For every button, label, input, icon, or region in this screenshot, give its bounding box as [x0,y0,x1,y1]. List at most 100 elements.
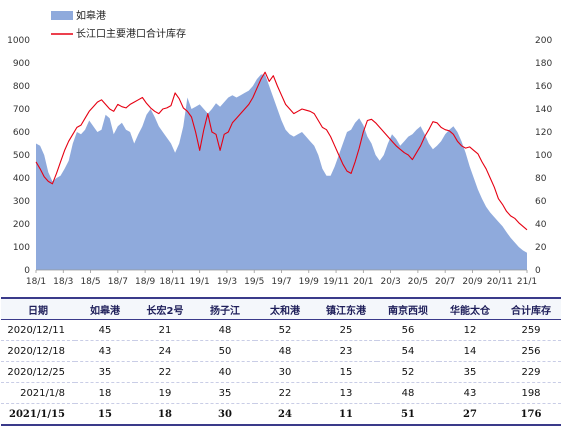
value-cell: 24 [255,403,315,426]
value-cell: 15 [75,403,135,426]
chart-legend: 如皋港 长江口主要港口合计库存 [51,9,186,40]
value-cell: 43 [75,340,135,362]
x-tick-label: 19/11 [323,277,349,287]
x-tick-label: 19/1 [190,277,210,287]
x-tick-label: 18/9 [135,277,155,287]
x-tick-label: 18/11 [159,277,185,287]
y-right-tick-label: 60 [535,197,547,207]
value-cell: 11 [315,403,377,426]
table-row: 2020/12/18 43 24 50 48 23 54 14 256 [1,340,561,362]
value-cell: 45 [75,319,135,341]
x-tick-label: 18/1 [26,277,46,287]
y-right-tick-label: 160 [535,82,552,92]
value-cell: 12 [439,319,501,341]
value-cell: 18 [75,382,135,404]
x-tick-label: 20/5 [408,277,428,287]
value-cell: 51 [377,403,439,426]
inventory-chart: 0 100 200 300 400 500 600 700 800 900 1000 0 20 40 60 8… [7,9,552,287]
value-cell: 35 [195,382,255,404]
x-tick-label: 20/3 [381,277,401,287]
y-left-tick-label: 900 [13,59,30,69]
table-body: 2020/12/11 45 21 48 52 25 56 12 259 2020/12/18 43 2… [1,319,561,426]
x-tick-label: 20/9 [462,277,482,287]
x-tick-label: 21/1 [517,277,537,287]
date-cell: 2020/12/18 [1,340,75,362]
header-cell: 南京西坝 [377,297,439,320]
value-cell: 259 [501,319,561,341]
value-cell: 27 [439,403,501,426]
value-cell: 22 [255,382,315,404]
inventory-line-layer [35,71,528,231]
value-cell: 13 [315,382,377,404]
value-cell: 50 [195,340,255,362]
header-cell: 镇江东港 [315,297,377,320]
y-left-tick-label: 700 [13,105,30,115]
y-right-tick-label: 180 [535,59,552,69]
y-left-tick-label: 400 [13,174,30,184]
y-left-tick-label: 500 [13,151,30,161]
value-cell: 56 [377,319,439,341]
header-cell: 太和港 [255,297,315,320]
chart-svg: 0 100 200 300 400 500 600 700 800 900 1000 0 20 40 60 8… [7,9,552,287]
y-left-tick-label: 300 [13,197,30,207]
chart-axes: 0 100 200 300 400 500 600 700 800 900 1000 0 20 40 60 8… [7,36,552,287]
value-cell: 54 [377,340,439,362]
legend-label-total: 长江口主要港口合计库存 [76,27,186,40]
y-right-tick-label: 0 [535,266,541,276]
y-left-tick-label: 0 [24,266,30,276]
legend-swatch-area [51,11,73,20]
value-cell: 19 [135,382,195,404]
table-row: 2020/12/25 35 22 40 30 15 52 35 229 [1,361,561,383]
value-cell: 48 [377,382,439,404]
date-cell: 2021/1/8 [1,382,75,404]
value-cell: 256 [501,340,561,362]
table-row: 2021/1/15 15 18 30 24 11 51 27 176 [1,403,561,426]
value-cell: 43 [439,382,501,404]
value-cell: 15 [315,361,377,383]
rugao-area-layer [36,74,527,270]
y-right-tick-label: 40 [535,220,547,230]
value-cell: 48 [255,340,315,362]
value-cell: 198 [501,382,561,404]
value-cell: 30 [195,403,255,426]
total-inventory-line [35,71,528,231]
header-cell: 日期 [1,297,75,320]
value-cell: 14 [439,340,501,362]
header-cell: 华能太仓 [439,297,501,320]
value-cell: 52 [255,319,315,341]
x-tick-label: 19/7 [271,277,291,287]
x-tick-label: 18/5 [80,277,100,287]
value-cell: 22 [135,361,195,383]
value-cell: 35 [439,361,501,383]
date-cell: 2021/1/15 [1,403,75,426]
y-left-tick-label: 100 [13,243,30,253]
y-right-tick-label: 80 [535,174,547,184]
rugao-area-series [36,74,527,270]
x-tick-label: 20/7 [435,277,455,287]
table-row: 2020/12/11 45 21 48 52 25 56 12 259 [1,319,561,341]
y-left-tick-label: 200 [13,220,30,230]
y-left-tick-label: 1000 [7,36,30,46]
table-row: 2021/1/8 18 19 35 22 13 48 43 198 [1,382,561,404]
y-left-tick-label: 600 [13,128,30,138]
x-tick-label: 18/7 [108,277,128,287]
y-right-tick-label: 200 [535,36,552,46]
table-header-row: 日期 如皋港 长宏2号 扬子江 太和港 镇江东港 南京西坝 华能太仓 合计库存 [1,297,561,320]
date-cell: 2020/12/11 [1,319,75,341]
value-cell: 176 [501,403,561,426]
header-cell: 如皋港 [75,297,135,320]
x-tick-label: 19/5 [244,277,264,287]
legend-label-rugao: 如皋港 [76,9,106,22]
header-cell: 长宏2号 [135,297,195,320]
header-cell: 扬子江 [195,297,255,320]
value-cell: 48 [195,319,255,341]
y-right-tick-label: 100 [535,151,552,161]
value-cell: 24 [135,340,195,362]
x-tick-label: 19/9 [299,277,319,287]
value-cell: 52 [377,361,439,383]
x-tick-label: 20/1 [353,277,373,287]
inventory-table-wrap: 日期 如皋港 长宏2号 扬子江 太和港 镇江东港 南京西坝 华能太仓 合计库存 2020/12/… [1,297,561,426]
y-right-tick-label: 20 [535,243,547,253]
y-right-tick-label: 140 [535,105,552,115]
date-cell: 2020/12/25 [1,361,75,383]
